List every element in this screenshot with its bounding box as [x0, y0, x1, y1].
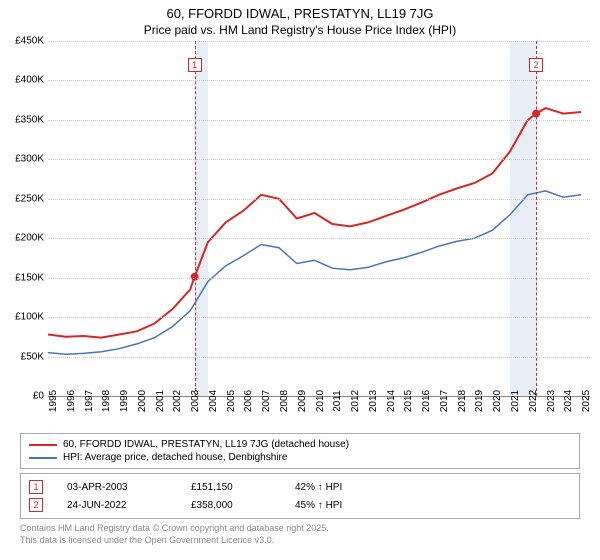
x-tick-label: 2007 [261, 390, 272, 412]
chart-title: 60, FFORDD IDWAL, PRESTATYN, LL19 7JG [0, 0, 600, 21]
transactions-table: 1 03-APR-2003 £151,150 42% ↑ HPI 2 24-JUN-202… [20, 473, 580, 519]
footer-line: Contains HM Land Registry data © Crown c… [20, 523, 580, 535]
x-tick-label: 2011 [332, 390, 343, 412]
footer-line: This data is licensed under the Open Gov… [20, 535, 580, 547]
y-tick-label: £0 [33, 391, 44, 402]
x-tick-label: 2001 [155, 390, 166, 412]
transaction-price: £151,150 [191, 482, 271, 493]
x-tick-label: 2010 [315, 390, 326, 412]
y-tick-label: £300K [15, 154, 44, 165]
x-tick-label: 2012 [350, 390, 361, 412]
x-tick-label: 2019 [474, 390, 485, 412]
x-tick-label: 2017 [439, 390, 450, 412]
legend-label: 60, FFORDD IDWAL, PRESTATYN, LL19 7JG (d… [63, 439, 349, 450]
gridline [48, 317, 590, 318]
x-tick-label: 2013 [368, 390, 379, 412]
x-tick-label: 2022 [528, 390, 539, 412]
x-tick-label: 2006 [243, 390, 254, 412]
x-tick-label: 1999 [119, 390, 130, 412]
y-tick-label: £350K [15, 114, 44, 125]
legend-row: 60, FFORDD IDWAL, PRESTATYN, LL19 7JG (d… [29, 438, 571, 451]
transaction-pct: 42% ↑ HPI [295, 482, 342, 493]
gridline [48, 278, 590, 279]
legend-label: HPI: Average price, detached house, Denb… [63, 452, 287, 463]
chart-marker-box: 1 [188, 58, 202, 72]
gridline [48, 80, 590, 81]
x-tick-label: 2009 [297, 390, 308, 412]
y-tick-label: £200K [15, 233, 44, 244]
x-tick-label: 1996 [66, 390, 77, 412]
x-tick-label: 2021 [510, 390, 521, 412]
transaction-date: 03-APR-2003 [67, 482, 167, 493]
y-tick-label: £50K [21, 351, 44, 362]
x-tick-label: 2002 [172, 390, 183, 412]
gridline [48, 357, 590, 358]
legend-swatch [29, 444, 57, 446]
x-tick-label: 2025 [581, 390, 592, 412]
x-tick-label: 1998 [101, 390, 112, 412]
x-tick-label: 2004 [208, 390, 219, 412]
legend: 60, FFORDD IDWAL, PRESTATYN, LL19 7JG (d… [20, 433, 580, 469]
x-tick-label: 2018 [457, 390, 468, 412]
plot-svg [48, 41, 590, 396]
y-tick-label: £250K [15, 193, 44, 204]
chart-container: 60, FFORDD IDWAL, PRESTATYN, LL19 7JG Pr… [0, 0, 600, 560]
series-line-hpi [48, 191, 581, 354]
marker-vline [195, 41, 196, 396]
gridline [48, 41, 590, 42]
gridline [48, 159, 590, 160]
gridline [48, 238, 590, 239]
gridline [48, 120, 590, 121]
transaction-row: 2 24-JUN-2022 £358,000 45% ↑ HPI [29, 496, 571, 514]
footer: Contains HM Land Registry data © Crown c… [20, 523, 580, 546]
x-tick-label: 2014 [386, 390, 397, 412]
plot-area: £0£50K£100K£150K£200K£250K£300K£350K£400… [48, 41, 590, 397]
legend-row: HPI: Average price, detached house, Denb… [29, 451, 571, 464]
transaction-marker-icon: 1 [29, 480, 43, 494]
x-tick-label: 2008 [279, 390, 290, 412]
legend-swatch [29, 457, 57, 459]
x-axis-labels: 1995199619971998199920002001200220032004… [48, 397, 590, 431]
gridline [48, 199, 590, 200]
transaction-row: 1 03-APR-2003 £151,150 42% ↑ HPI [29, 478, 571, 496]
x-tick-label: 2016 [421, 390, 432, 412]
transaction-marker-icon: 2 [29, 498, 43, 512]
x-tick-label: 1995 [48, 390, 59, 412]
x-tick-label: 2000 [137, 390, 148, 412]
chart-marker-box: 2 [529, 58, 543, 72]
x-tick-label: 2023 [546, 390, 557, 412]
y-tick-label: £450K [15, 36, 44, 47]
x-tick-label: 2015 [403, 390, 414, 412]
y-tick-label: £150K [15, 272, 44, 283]
transaction-pct: 45% ↑ HPI [295, 500, 342, 511]
marker-vline [536, 41, 537, 396]
y-tick-label: £100K [15, 312, 44, 323]
x-tick-label: 2005 [226, 390, 237, 412]
transaction-date: 24-JUN-2022 [67, 500, 167, 511]
x-tick-label: 2024 [563, 390, 574, 412]
x-tick-label: 2003 [190, 390, 201, 412]
x-tick-label: 1997 [84, 390, 95, 412]
y-tick-label: £400K [15, 75, 44, 86]
transaction-price: £358,000 [191, 500, 271, 511]
chart-subtitle: Price paid vs. HM Land Registry's House … [0, 21, 600, 41]
x-tick-label: 2020 [492, 390, 503, 412]
